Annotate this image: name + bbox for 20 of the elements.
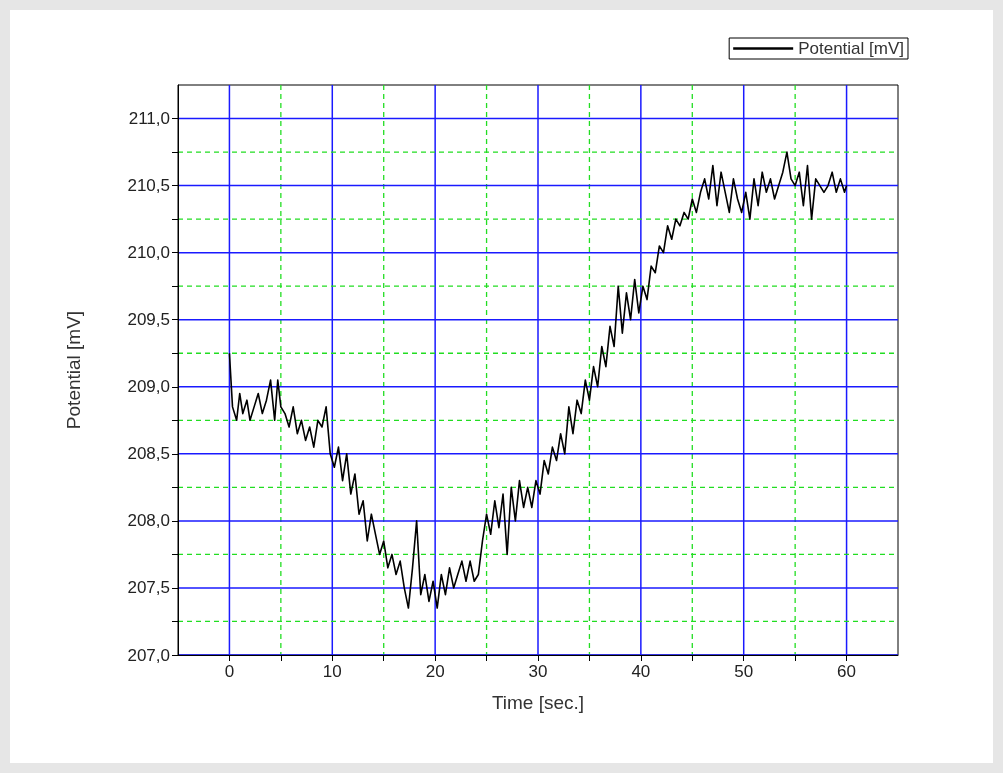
y-tick-label: 208,5	[127, 444, 170, 464]
line-series	[228, 151, 848, 609]
y-tick-label: 207,0	[127, 645, 170, 665]
x-tick-label: 50	[734, 662, 754, 681]
x-tick-label: 20	[425, 662, 445, 681]
legend-label: Potential [mV]	[798, 39, 904, 58]
x-tick-label: 60	[837, 662, 857, 681]
y-tick-label: 207,5	[127, 578, 170, 598]
y-axis-title: Potential [mV]	[63, 310, 84, 430]
y-tick-label: 208,0	[127, 511, 170, 531]
x-tick-label: 10	[322, 662, 342, 681]
y-tick-label: 209,0	[127, 377, 170, 397]
x-axis-title: Time [sec.]	[491, 692, 585, 713]
y-tick-label: 209,5	[127, 310, 170, 330]
x-tick-label: 0	[224, 662, 235, 681]
x-tick-label: 30	[528, 662, 548, 681]
y-tick-label: 210,0	[127, 243, 170, 263]
y-tick-label: 210,5	[127, 176, 170, 196]
x-tick-label: 40	[631, 662, 651, 681]
y-tick-label: 211,0	[128, 109, 170, 129]
